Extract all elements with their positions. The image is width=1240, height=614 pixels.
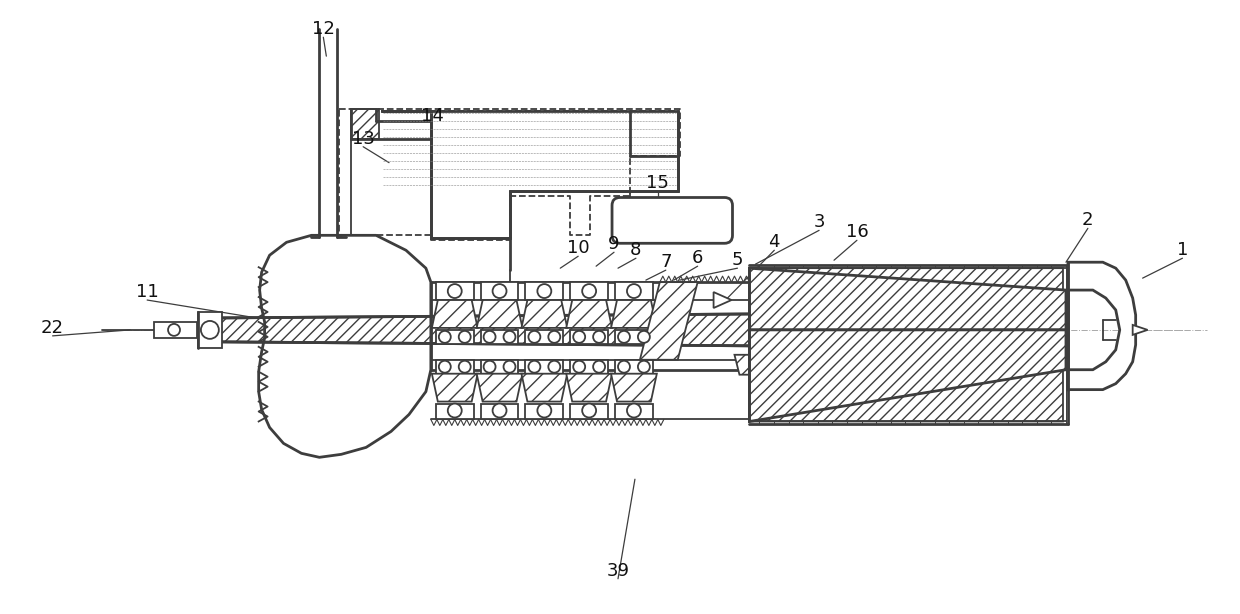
Polygon shape bbox=[570, 360, 608, 374]
Text: 8: 8 bbox=[630, 241, 641, 259]
Polygon shape bbox=[640, 282, 698, 360]
Polygon shape bbox=[522, 374, 567, 402]
Polygon shape bbox=[481, 403, 518, 419]
Polygon shape bbox=[1132, 325, 1147, 335]
Polygon shape bbox=[481, 282, 518, 300]
Circle shape bbox=[169, 324, 180, 336]
Circle shape bbox=[201, 321, 218, 339]
Polygon shape bbox=[435, 282, 474, 300]
Text: 3: 3 bbox=[813, 214, 825, 231]
Circle shape bbox=[439, 361, 451, 373]
Circle shape bbox=[637, 331, 650, 343]
Text: 5: 5 bbox=[732, 251, 743, 269]
Polygon shape bbox=[526, 360, 563, 374]
Text: 16: 16 bbox=[846, 223, 868, 241]
Polygon shape bbox=[615, 282, 652, 300]
Text: 4: 4 bbox=[769, 233, 780, 251]
Polygon shape bbox=[154, 322, 197, 338]
Text: 14: 14 bbox=[422, 107, 444, 125]
Text: 11: 11 bbox=[135, 283, 159, 301]
Circle shape bbox=[618, 361, 630, 373]
Polygon shape bbox=[749, 346, 1063, 421]
Circle shape bbox=[492, 403, 506, 418]
Text: 13: 13 bbox=[352, 130, 374, 148]
Text: 2: 2 bbox=[1083, 211, 1094, 230]
Circle shape bbox=[573, 331, 585, 343]
Polygon shape bbox=[615, 360, 652, 374]
Polygon shape bbox=[749, 270, 1066, 330]
Polygon shape bbox=[615, 330, 652, 344]
Circle shape bbox=[448, 403, 461, 418]
Polygon shape bbox=[217, 314, 749, 346]
Polygon shape bbox=[435, 360, 474, 374]
Circle shape bbox=[439, 331, 451, 343]
Text: 6: 6 bbox=[692, 249, 703, 267]
Polygon shape bbox=[570, 403, 608, 419]
Polygon shape bbox=[749, 330, 1066, 419]
Circle shape bbox=[582, 284, 596, 298]
Polygon shape bbox=[198, 312, 222, 348]
Text: 1: 1 bbox=[1177, 241, 1188, 259]
Circle shape bbox=[484, 361, 496, 373]
Circle shape bbox=[637, 361, 650, 373]
Polygon shape bbox=[749, 268, 1063, 314]
Text: 10: 10 bbox=[567, 239, 589, 257]
Text: 7: 7 bbox=[660, 253, 672, 271]
Polygon shape bbox=[526, 403, 563, 419]
Text: 39: 39 bbox=[606, 562, 630, 580]
Polygon shape bbox=[481, 360, 518, 374]
Circle shape bbox=[537, 284, 552, 298]
Polygon shape bbox=[611, 374, 657, 402]
Polygon shape bbox=[570, 330, 608, 344]
Polygon shape bbox=[526, 330, 563, 344]
Circle shape bbox=[537, 403, 552, 418]
Circle shape bbox=[573, 361, 585, 373]
Circle shape bbox=[503, 331, 516, 343]
Polygon shape bbox=[432, 300, 477, 328]
Polygon shape bbox=[526, 282, 563, 300]
Polygon shape bbox=[567, 374, 613, 402]
Polygon shape bbox=[476, 300, 522, 328]
Polygon shape bbox=[522, 300, 567, 328]
Circle shape bbox=[582, 403, 596, 418]
Circle shape bbox=[492, 284, 506, 298]
Polygon shape bbox=[567, 300, 613, 328]
Circle shape bbox=[593, 331, 605, 343]
Circle shape bbox=[484, 331, 496, 343]
Circle shape bbox=[448, 284, 461, 298]
Circle shape bbox=[627, 403, 641, 418]
Polygon shape bbox=[749, 330, 1066, 421]
Circle shape bbox=[528, 361, 541, 373]
Polygon shape bbox=[734, 355, 754, 375]
Circle shape bbox=[459, 331, 471, 343]
Polygon shape bbox=[713, 292, 732, 308]
Text: 22: 22 bbox=[41, 319, 64, 337]
Polygon shape bbox=[432, 374, 477, 402]
Text: 15: 15 bbox=[646, 174, 670, 192]
Text: 12: 12 bbox=[312, 20, 335, 38]
Text: 9: 9 bbox=[609, 235, 620, 254]
Polygon shape bbox=[749, 312, 1063, 348]
Circle shape bbox=[528, 331, 541, 343]
Polygon shape bbox=[476, 374, 522, 402]
Polygon shape bbox=[435, 330, 474, 344]
Circle shape bbox=[618, 331, 630, 343]
Circle shape bbox=[503, 361, 516, 373]
Polygon shape bbox=[615, 403, 652, 419]
FancyBboxPatch shape bbox=[613, 198, 733, 243]
Circle shape bbox=[459, 361, 471, 373]
Polygon shape bbox=[435, 403, 474, 419]
Polygon shape bbox=[481, 330, 518, 344]
Polygon shape bbox=[570, 282, 608, 300]
Circle shape bbox=[593, 361, 605, 373]
Polygon shape bbox=[381, 111, 678, 238]
Circle shape bbox=[548, 361, 560, 373]
Polygon shape bbox=[749, 268, 1066, 330]
Circle shape bbox=[548, 331, 560, 343]
Polygon shape bbox=[1068, 262, 1136, 390]
Polygon shape bbox=[611, 300, 657, 328]
Circle shape bbox=[627, 284, 641, 298]
